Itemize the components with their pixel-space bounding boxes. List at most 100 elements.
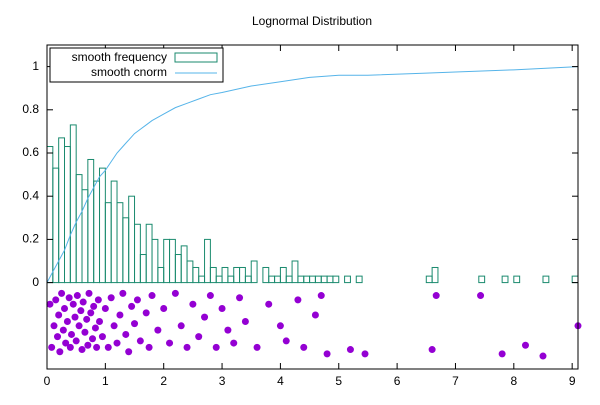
histogram-bar [215, 275, 223, 284]
scatter-point [96, 317, 104, 325]
scatter-point [101, 305, 109, 313]
scatter-point [212, 343, 220, 351]
scatter-point [294, 296, 302, 304]
x-tick-label: 2 [160, 374, 167, 388]
histogram-bar [320, 275, 328, 284]
histogram-bar [355, 275, 363, 284]
scatter-point [66, 343, 74, 351]
scatter-point [230, 339, 238, 347]
scatter-point [133, 296, 141, 304]
histogram-bar [244, 275, 252, 284]
scatter-point [73, 292, 81, 300]
histogram-bar [291, 260, 299, 284]
cnorm-line [46, 66, 579, 283]
scatter-point [77, 307, 85, 315]
histogram-bar [303, 275, 311, 284]
scatter-point [145, 343, 153, 351]
histogram-bar [139, 254, 147, 284]
scatter-point [539, 352, 547, 360]
x-tick-label: 3 [219, 374, 226, 388]
scatter-point [68, 330, 76, 338]
histogram-bar [122, 217, 130, 284]
y-tick-label: 0 [32, 275, 39, 289]
scatter-point [183, 343, 191, 351]
legend-box [49, 47, 224, 83]
scatter-point [55, 311, 63, 319]
histogram-bar [87, 158, 95, 284]
scatter-point [113, 339, 121, 347]
histogram-bar [157, 266, 165, 284]
scatter-point [107, 294, 115, 302]
histogram-bar [326, 275, 334, 284]
scatter-point [72, 337, 80, 345]
histogram-bar [99, 167, 106, 284]
chart-title: Lognormal Distribution [252, 14, 372, 28]
histogram-bar [204, 238, 211, 284]
scatter-point [58, 289, 66, 297]
legend-label: smooth frequency [72, 50, 167, 64]
histogram-bar [134, 223, 141, 284]
histogram-bar [169, 238, 176, 284]
histogram-bar [186, 260, 194, 284]
histogram-bar [501, 275, 509, 284]
scatter-point [498, 350, 506, 358]
histogram-bar [274, 275, 281, 284]
scatter-point [323, 350, 331, 358]
scatter-point [98, 333, 106, 341]
scatter-point [148, 292, 156, 300]
histogram-bar [285, 275, 293, 284]
scatter-point [62, 339, 70, 347]
histogram-bar [233, 266, 241, 284]
scatter-point [171, 289, 179, 297]
scatter-point [46, 300, 54, 308]
scatter-point [300, 343, 308, 351]
scatter-point [65, 294, 73, 302]
scatter-point [83, 315, 91, 323]
y-tick-label: 0.8 [22, 102, 39, 116]
scatter-point [91, 324, 99, 332]
histogram-bar [314, 275, 322, 284]
histogram-bar [93, 180, 101, 284]
histogram-bar [250, 260, 258, 284]
scatter-point [276, 322, 284, 330]
scatter-point [84, 341, 92, 349]
scatter-point [136, 337, 144, 345]
histogram-bar [209, 266, 217, 284]
histogram-bar [262, 266, 270, 284]
y-tick-label: 0.6 [22, 145, 39, 159]
scatter-point [282, 337, 290, 345]
scatter-point [79, 298, 87, 306]
histogram-bar [344, 275, 351, 284]
x-tick-label: 4 [277, 374, 284, 388]
x-tick-label: 7 [452, 374, 459, 388]
histogram-bar [513, 275, 521, 284]
histogram-bar [425, 275, 433, 284]
scatter-point [59, 326, 67, 334]
x-tick-label: 8 [510, 374, 517, 388]
histogram-bar [180, 245, 188, 284]
scatter-point [48, 343, 56, 351]
histogram-bar [478, 275, 486, 284]
scatter-point [128, 302, 136, 310]
histogram-bar [128, 195, 136, 284]
scatter-point [218, 305, 226, 313]
scatter-point [110, 322, 118, 330]
scatter-point [85, 289, 93, 297]
scatter-point [81, 328, 89, 336]
scatter-point [521, 341, 529, 349]
y-tick-label: 1 [32, 59, 39, 73]
histogram-bar [151, 238, 159, 284]
histogram-bar [221, 266, 229, 284]
x-tick-label: 6 [394, 374, 401, 388]
scatter-point [177, 322, 185, 330]
histogram-bar [163, 238, 171, 284]
scatter-point [195, 333, 203, 341]
x-tick-label: 1 [102, 374, 109, 388]
x-tick-label: 9 [569, 374, 576, 388]
scatter-point [56, 348, 64, 356]
scatter-point [253, 343, 261, 351]
histogram-bar [571, 275, 579, 284]
x-tick-label: 5 [335, 374, 342, 388]
histogram-bar [104, 202, 112, 284]
